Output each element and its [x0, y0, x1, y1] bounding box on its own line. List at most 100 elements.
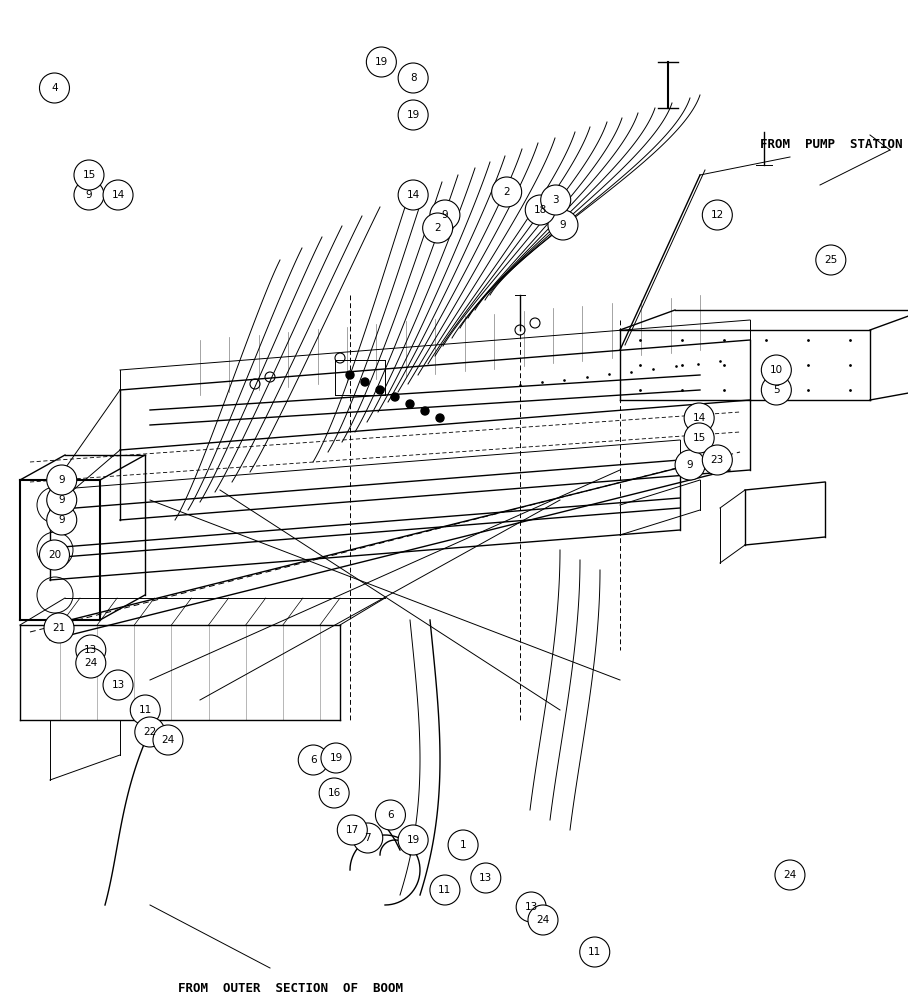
Text: FROM  PUMP  STATION: FROM PUMP STATION	[760, 138, 903, 151]
Text: 9: 9	[58, 475, 65, 485]
Text: 19: 19	[375, 57, 388, 67]
Text: 14: 14	[112, 190, 124, 200]
Text: 16: 16	[328, 788, 340, 798]
Text: 20: 20	[48, 550, 61, 560]
Circle shape	[761, 355, 792, 385]
Text: 25: 25	[824, 255, 837, 265]
Text: FROM  OUTER  SECTION  OF  BOOM: FROM OUTER SECTION OF BOOM	[177, 982, 402, 995]
Text: 18: 18	[534, 205, 547, 215]
Text: 9: 9	[441, 210, 449, 220]
Circle shape	[75, 635, 106, 665]
Text: 13: 13	[525, 902, 538, 912]
Circle shape	[298, 745, 329, 775]
Text: 11: 11	[139, 705, 152, 715]
Circle shape	[684, 423, 715, 453]
Circle shape	[44, 613, 74, 643]
Text: 22: 22	[143, 727, 156, 737]
Circle shape	[75, 648, 106, 678]
Circle shape	[675, 450, 706, 480]
Text: 19: 19	[330, 753, 342, 763]
Circle shape	[130, 695, 161, 725]
Circle shape	[46, 465, 77, 495]
Circle shape	[103, 180, 133, 210]
Circle shape	[470, 863, 501, 893]
Circle shape	[548, 210, 578, 240]
Circle shape	[421, 407, 429, 415]
Text: 12: 12	[711, 210, 724, 220]
Circle shape	[319, 778, 350, 808]
Circle shape	[376, 386, 384, 394]
Text: 15: 15	[83, 170, 95, 180]
Text: 13: 13	[479, 873, 492, 883]
Circle shape	[491, 177, 522, 207]
Circle shape	[540, 185, 571, 215]
Text: 21: 21	[53, 623, 65, 633]
Text: 24: 24	[537, 915, 549, 925]
Text: 7: 7	[364, 833, 371, 843]
Circle shape	[702, 200, 733, 230]
Text: 24: 24	[162, 735, 174, 745]
Circle shape	[684, 403, 715, 433]
Text: 4: 4	[51, 83, 58, 93]
Circle shape	[366, 47, 397, 77]
Text: 9: 9	[58, 515, 65, 525]
Text: 2: 2	[434, 223, 441, 233]
Circle shape	[134, 717, 165, 747]
Circle shape	[406, 400, 414, 408]
Text: 14: 14	[693, 413, 706, 423]
Text: 13: 13	[112, 680, 124, 690]
Text: 23: 23	[711, 455, 724, 465]
Text: 3: 3	[552, 195, 559, 205]
Text: 9: 9	[58, 495, 65, 505]
Circle shape	[422, 213, 453, 243]
Text: 19: 19	[407, 835, 419, 845]
Text: 2: 2	[503, 187, 510, 197]
Circle shape	[39, 540, 70, 570]
Text: 15: 15	[693, 433, 706, 443]
Circle shape	[74, 160, 104, 190]
Circle shape	[398, 63, 429, 93]
Circle shape	[375, 800, 406, 830]
Text: 8: 8	[410, 73, 417, 83]
Circle shape	[103, 670, 133, 700]
Text: 9: 9	[85, 190, 93, 200]
Text: 6: 6	[387, 810, 394, 820]
Circle shape	[337, 815, 368, 845]
Text: 17: 17	[346, 825, 359, 835]
Circle shape	[436, 414, 444, 422]
Circle shape	[398, 100, 429, 130]
Circle shape	[398, 825, 429, 855]
Text: 24: 24	[84, 658, 97, 668]
Circle shape	[391, 393, 399, 401]
Text: 9: 9	[559, 220, 567, 230]
Circle shape	[346, 371, 354, 379]
Circle shape	[516, 892, 547, 922]
Circle shape	[775, 860, 805, 890]
Circle shape	[528, 905, 558, 935]
Circle shape	[74, 180, 104, 210]
Circle shape	[46, 505, 77, 535]
Circle shape	[448, 830, 479, 860]
Text: 19: 19	[407, 110, 419, 120]
Circle shape	[761, 375, 792, 405]
Circle shape	[702, 445, 733, 475]
Text: 10: 10	[770, 365, 783, 375]
Circle shape	[321, 743, 351, 773]
Text: 6: 6	[310, 755, 317, 765]
Circle shape	[352, 823, 383, 853]
Circle shape	[153, 725, 183, 755]
Text: 1: 1	[459, 840, 467, 850]
Circle shape	[815, 245, 846, 275]
Circle shape	[579, 937, 610, 967]
Circle shape	[39, 73, 70, 103]
Text: 14: 14	[407, 190, 419, 200]
Circle shape	[361, 378, 369, 386]
Text: 11: 11	[588, 947, 601, 957]
Circle shape	[525, 195, 556, 225]
Circle shape	[429, 875, 460, 905]
Text: 9: 9	[686, 460, 694, 470]
Text: 13: 13	[84, 645, 97, 655]
Circle shape	[398, 180, 429, 210]
Text: 11: 11	[439, 885, 451, 895]
Circle shape	[46, 485, 77, 515]
